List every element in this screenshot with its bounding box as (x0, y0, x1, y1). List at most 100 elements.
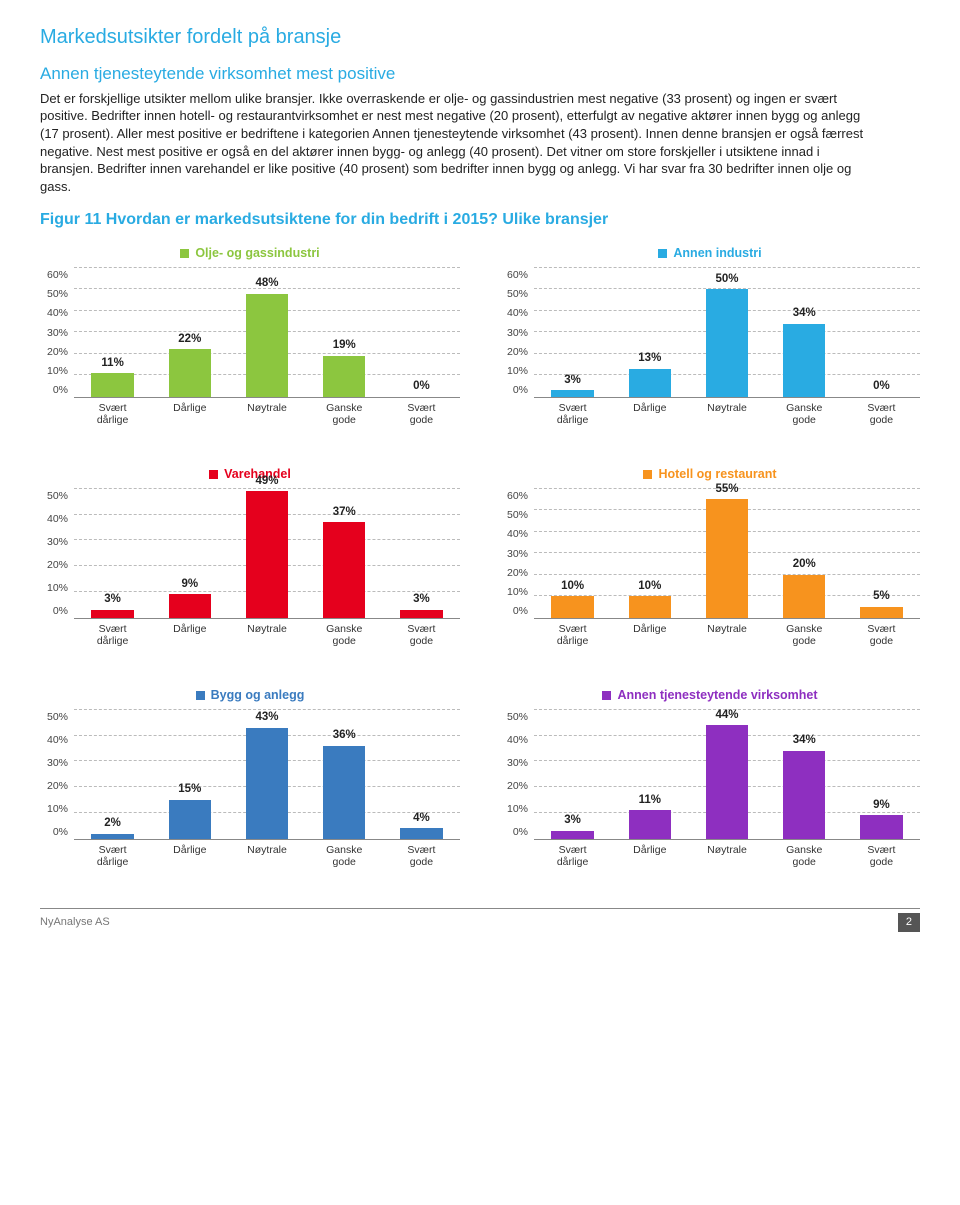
chart-legend: Annen tjenesteytende virksomhet (500, 687, 920, 704)
bar-slot: 50% (688, 268, 765, 397)
x-tick: Svært gode (843, 398, 920, 426)
x-tick: Nøytrale (228, 840, 305, 868)
bar-value-label: 3% (74, 592, 151, 608)
bar-slot: 11% (74, 268, 151, 397)
x-tick: Ganske gode (766, 619, 843, 647)
bar (246, 294, 288, 397)
y-tick: 10% (500, 802, 528, 816)
y-tick: 20% (500, 779, 528, 793)
legend-label: Olje- og gassindustri (195, 246, 319, 260)
x-tick: Nøytrale (688, 398, 765, 426)
x-axis: Svært dårligeDårligeNøytraleGanske godeS… (74, 398, 460, 426)
bar-slot: 4% (383, 710, 460, 839)
y-tick: 60% (500, 489, 528, 503)
bar-value-label: 9% (843, 798, 920, 814)
bar (551, 831, 593, 839)
bar-slot: 0% (383, 268, 460, 397)
bar (91, 610, 133, 618)
chart-legend: Bygg og anlegg (40, 687, 460, 704)
bar-slot: 44% (688, 710, 765, 839)
bar-value-label: 10% (534, 579, 611, 595)
bar (323, 356, 365, 397)
chart-legend: Hotell og restaurant (500, 466, 920, 483)
y-tick: 20% (500, 345, 528, 359)
y-tick: 0% (40, 383, 68, 397)
x-tick: Dårlige (611, 840, 688, 868)
y-tick: 20% (500, 566, 528, 580)
bar-value-label: 4% (383, 811, 460, 827)
bar-value-label: 0% (843, 379, 920, 395)
chart-grid: Olje- og gassindustri 0% 10% 20% 30% 40% 50% 60… (40, 245, 920, 868)
legend-label: Annen tjenesteytende virksomhet (617, 688, 817, 702)
x-axis: Svært dårligeDårligeNøytraleGanske godeS… (74, 619, 460, 647)
bar (246, 728, 288, 839)
bar-value-label: 44% (688, 708, 765, 724)
bar-value-label: 11% (74, 356, 151, 372)
bar (706, 725, 748, 839)
y-tick: 50% (500, 508, 528, 522)
bar-slot: 5% (843, 489, 920, 618)
body-text: Det er forskjellige utsikter mellom ulik… (40, 90, 870, 195)
bar-value-label: 55% (688, 482, 765, 498)
bar-value-label: 0% (383, 379, 460, 395)
y-tick: 0% (500, 383, 528, 397)
bar-value-label: 50% (688, 272, 765, 288)
y-tick: 10% (500, 364, 528, 378)
legend-label: Bygg og anlegg (211, 688, 305, 702)
y-tick: 20% (40, 345, 68, 359)
y-axis: 0%10%20%30%40%50%60% (500, 489, 534, 619)
bar-slot: 22% (151, 268, 228, 397)
bar-value-label: 3% (534, 373, 611, 389)
y-tick: 50% (500, 710, 528, 724)
bar-slot: 3% (534, 268, 611, 397)
x-tick: Ganske gode (766, 398, 843, 426)
y-tick: 10% (40, 581, 68, 595)
legend-swatch (209, 470, 218, 479)
bar-value-label: 34% (766, 733, 843, 749)
bar-value-label: 48% (228, 276, 305, 292)
x-tick: Svært dårlige (534, 619, 611, 647)
y-tick: 60% (500, 268, 528, 282)
bar (783, 751, 825, 839)
chart-varehandel: Varehandel0%10%20%30%40%50%3%9%49%37%3%S… (40, 466, 460, 647)
plot-area: 10%10%55%20%5% (534, 489, 920, 619)
chart-hotell: Hotell og restaurant0%10%20%30%40%50%60%… (500, 466, 920, 647)
bar-value-label: 36% (306, 728, 383, 744)
y-tick: 50% (40, 489, 68, 503)
bar (629, 596, 671, 618)
y-tick: 40% (500, 733, 528, 747)
legend-swatch (180, 249, 189, 258)
y-tick: 30% (40, 756, 68, 770)
x-tick: Ganske gode (306, 840, 383, 868)
bar (860, 815, 902, 838)
bar-value-label: 3% (534, 813, 611, 829)
bar-slot: 43% (228, 710, 305, 839)
bars-row: 10%10%55%20%5% (534, 489, 920, 618)
chart-annen_tjeneste: Annen tjenesteytende virksomhet0%10%20%3… (500, 687, 920, 868)
bar-value-label: 3% (383, 592, 460, 608)
y-tick: 60% (40, 268, 68, 282)
x-tick: Nøytrale (688, 840, 765, 868)
bar-value-label: 19% (306, 338, 383, 354)
bar (400, 610, 442, 618)
y-tick: 30% (40, 326, 68, 340)
x-tick: Svært dårlige (534, 840, 611, 868)
y-tick: 20% (40, 558, 68, 572)
x-tick: Svært gode (383, 619, 460, 647)
plot-wrap: 0%10%20%30%40%50%60%11%22%48%19%0% (40, 268, 460, 398)
bar-value-label: 5% (843, 589, 920, 605)
x-tick: Svært dårlige (534, 398, 611, 426)
legend-label: Hotell og restaurant (658, 467, 776, 481)
x-axis: Svært dårligeDårligeNøytraleGanske godeS… (534, 398, 920, 426)
bar (400, 828, 442, 838)
section-title: Markedsutsikter fordelt på bransje (40, 24, 920, 51)
bar-slot: 20% (766, 489, 843, 618)
y-tick: 50% (40, 710, 68, 724)
bar-slot: 19% (306, 268, 383, 397)
bar-slot: 10% (611, 489, 688, 618)
y-axis: 0%10%20%30%40%50%60% (40, 268, 74, 398)
bar-slot: 55% (688, 489, 765, 618)
legend-swatch (196, 691, 205, 700)
bar-slot: 36% (306, 710, 383, 839)
y-tick: 50% (40, 287, 68, 301)
